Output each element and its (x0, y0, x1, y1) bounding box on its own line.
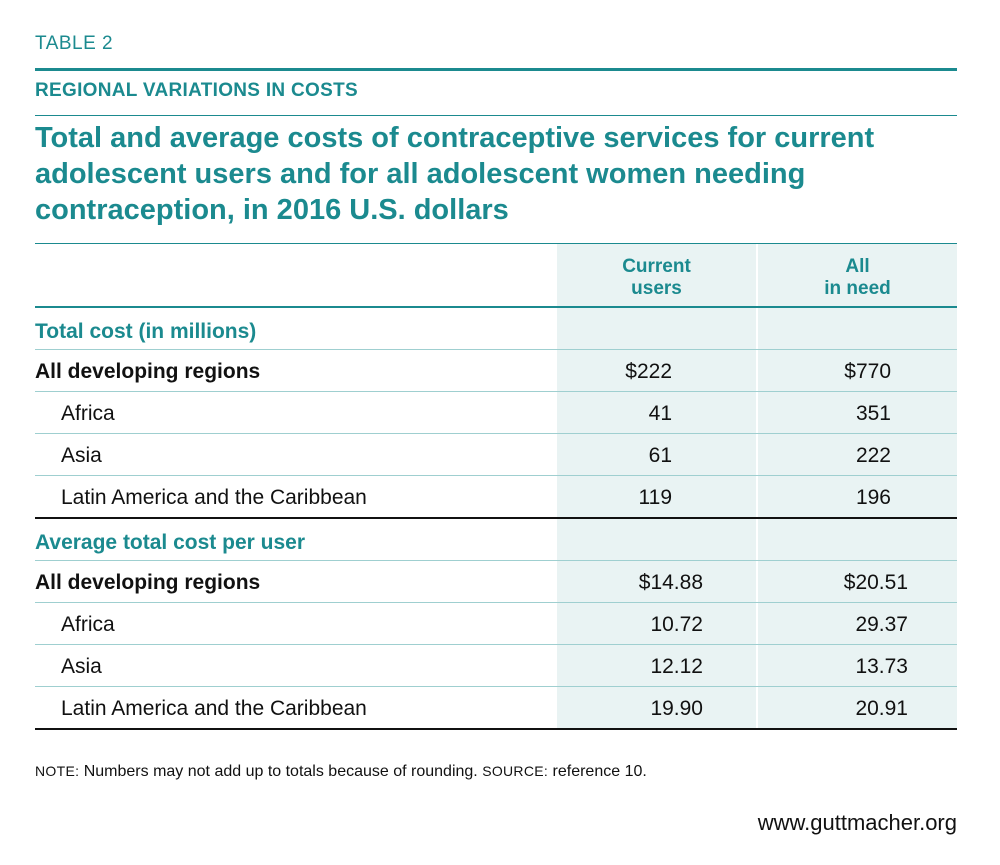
table-row: Africa 10.72 29.37 (35, 603, 957, 645)
all-in-need-value: 351 (855, 402, 891, 425)
column-header-line: in need (824, 278, 891, 299)
section-label: Average total cost per user (35, 531, 305, 554)
column-header-row: Current users All in need (35, 244, 957, 308)
row-label: Latin America and the Caribbean (61, 486, 367, 509)
note-text: Numbers may not add up to totals because… (79, 763, 483, 780)
current-users-value: 61 (648, 444, 672, 467)
section-row-total-cost: Total cost (in millions) (35, 308, 957, 350)
current-users-value: 41 (648, 402, 672, 425)
column-header-all-in-need: All in need (758, 256, 957, 300)
current-users-value: 119 (638, 486, 672, 509)
all-in-need-value: 222 (855, 444, 891, 467)
section-label: Total cost (in millions) (35, 320, 257, 343)
website-credit: www.guttmacher.org (757, 810, 957, 835)
table-title: Total and average costs of contraceptive… (35, 122, 875, 226)
all-in-need-value: $20.51 (843, 571, 908, 594)
current-users-value: $222 (625, 360, 672, 383)
row-label: Latin America and the Caribbean (61, 697, 367, 720)
current-users-column-shading (557, 244, 756, 730)
table-row: Africa 41 351 (35, 392, 957, 434)
all-in-need-value: $770 (844, 360, 891, 383)
row-label: All developing regions (35, 360, 261, 383)
heading-rule (35, 115, 957, 116)
row-label: All developing regions (35, 571, 261, 594)
cost-table: Current users All in need Total cost (in… (35, 243, 957, 730)
column-header-line: users (631, 278, 682, 299)
all-in-need-column-shading (758, 244, 957, 730)
column-header-current-users: Current users (557, 256, 756, 300)
current-users-value: 19.90 (650, 697, 703, 720)
table-row: All developing regions $14.88 $20.51 (35, 561, 957, 603)
top-rule (35, 68, 957, 71)
all-in-need-value: 196 (855, 486, 891, 509)
source-label: SOURCE: (482, 763, 549, 779)
row-label: Africa (61, 613, 115, 636)
table-row: Latin America and the Caribbean 119 196 (35, 476, 957, 519)
row-label: Asia (61, 655, 102, 678)
note-label: NOTE: (35, 763, 80, 779)
row-label: Asia (61, 444, 102, 467)
current-users-value: 12.12 (650, 655, 703, 678)
table-row: Asia 61 222 (35, 434, 957, 476)
column-header-line: Current (622, 256, 691, 277)
current-users-value: $14.88 (638, 571, 703, 594)
all-in-need-value: 13.73 (855, 655, 908, 678)
table-row: Asia 12.12 13.73 (35, 645, 957, 687)
table-note: NOTE: Numbers may not add up to totals b… (35, 763, 647, 781)
section-heading: REGIONAL VARIATIONS IN COSTS (35, 80, 358, 101)
column-header-line: All (845, 256, 870, 277)
table-row: Latin America and the Caribbean 19.90 20… (35, 687, 957, 730)
row-label: Africa (61, 402, 115, 425)
all-in-need-value: 29.37 (855, 613, 908, 636)
current-users-value: 10.72 (650, 613, 703, 636)
all-in-need-value: 20.91 (855, 697, 908, 720)
table-number: TABLE 2 (35, 33, 114, 54)
section-row-average-cost: Average total cost per user (35, 519, 957, 561)
table-row: All developing regions $222 $770 (35, 350, 957, 392)
source-text: reference 10. (548, 763, 647, 780)
